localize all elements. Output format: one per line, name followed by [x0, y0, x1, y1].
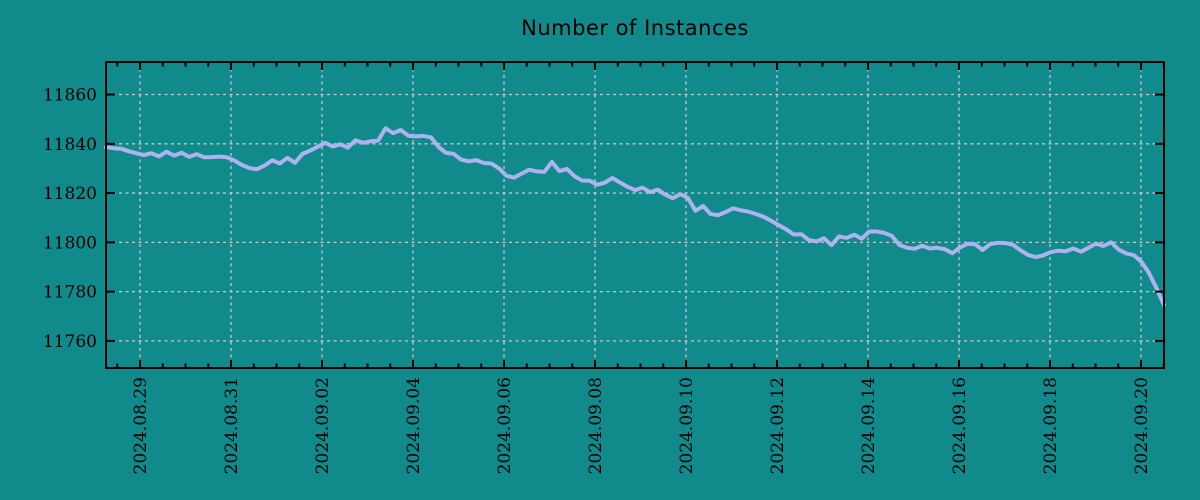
y-tick-label: 11760: [43, 332, 97, 352]
x-tick-label: 2024.09.12: [768, 377, 788, 474]
y-tick-label: 11840: [43, 135, 97, 155]
x-tick-label: 2024.09.06: [495, 377, 515, 474]
axes-frame: [105, 61, 1165, 369]
y-tick-label: 11800: [43, 233, 97, 253]
x-tick-label: 2024.09.10: [677, 377, 697, 474]
x-tick-label: 2024.09.14: [859, 377, 879, 474]
y-tick-label: 11780: [43, 283, 97, 303]
x-tick-label: 2024.08.29: [131, 377, 151, 474]
series-line: [104, 126, 1166, 308]
x-tick-label: 2024.08.31: [222, 377, 242, 474]
x-tick-label: 2024.09.02: [313, 377, 333, 474]
x-tick-label: 2024.09.04: [404, 377, 424, 474]
x-tick-label: 2024.09.08: [586, 377, 606, 474]
y-tick-label: 11820: [43, 184, 97, 204]
x-tick-labels: 2024.08.29 2024.08.31 2024.09.02 2024.09.04…: [131, 377, 1152, 474]
x-tick-label: 2024.09.20: [1132, 377, 1152, 474]
y-tick-label: 11860: [43, 86, 97, 106]
x-tick-label: 2024.09.18: [1041, 377, 1061, 474]
chart-title: Number of Instances: [521, 16, 749, 40]
gridlines: [106, 62, 1164, 368]
instances-series: [104, 126, 1166, 308]
x-tick-label: 2024.09.16: [950, 377, 970, 474]
y-tick-labels: 11760 11780 11800 11820 11840 11860: [43, 86, 97, 352]
